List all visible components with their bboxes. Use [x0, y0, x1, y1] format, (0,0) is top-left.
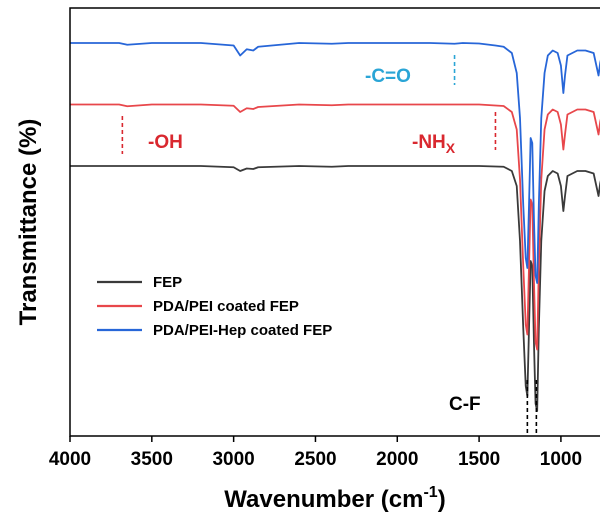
legend-label-pda-pei: PDA/PEI coated FEP [153, 298, 299, 315]
series-group [70, 42, 600, 412]
annotation-co: -C=O [365, 66, 411, 87]
x-axis-ticks: 4000 3500 3000 2500 2000 1500 1000 [49, 436, 582, 470]
series-line-1 [70, 103, 600, 351]
annotation-nhx-subscript: X [446, 140, 456, 156]
annotation-cf: C-F [449, 394, 481, 415]
x-axis-label-superscript: -1 [423, 484, 437, 501]
x-tick-label-4000: 4000 [49, 449, 91, 470]
plot-frame [69, 7, 600, 437]
x-tick-label-3500: 3500 [131, 449, 173, 470]
x-axis-label: Wavenumber (cm-1) [224, 484, 445, 513]
legend-label-pda-pei-hep: PDA/PEI-Hep coated FEP [153, 322, 332, 339]
x-tick-label-2500: 2500 [294, 449, 336, 470]
x-tick-label-2000: 2000 [376, 449, 418, 470]
y-axis-label: Transmittance (%) [15, 119, 42, 326]
x-tick-label-3000: 3000 [212, 449, 254, 470]
x-tick-label-1500: 1500 [458, 449, 500, 470]
legend: FEP PDA/PEI coated FEP PDA/PEI-Hep coate… [97, 274, 332, 339]
annotation-nhx: -NHX [412, 132, 456, 156]
x-axis-label-main: Wavenumber (cm [224, 486, 423, 513]
x-tick-label-1000: 1000 [540, 449, 582, 470]
series-line-2 [70, 42, 600, 284]
annotation-markers [121, 55, 538, 436]
annotation-oh: -OH [148, 132, 183, 153]
annotation-nhx-label: -NH [412, 132, 446, 153]
x-axis-label-close: ) [438, 486, 446, 513]
legend-label-fep: FEP [153, 274, 182, 291]
